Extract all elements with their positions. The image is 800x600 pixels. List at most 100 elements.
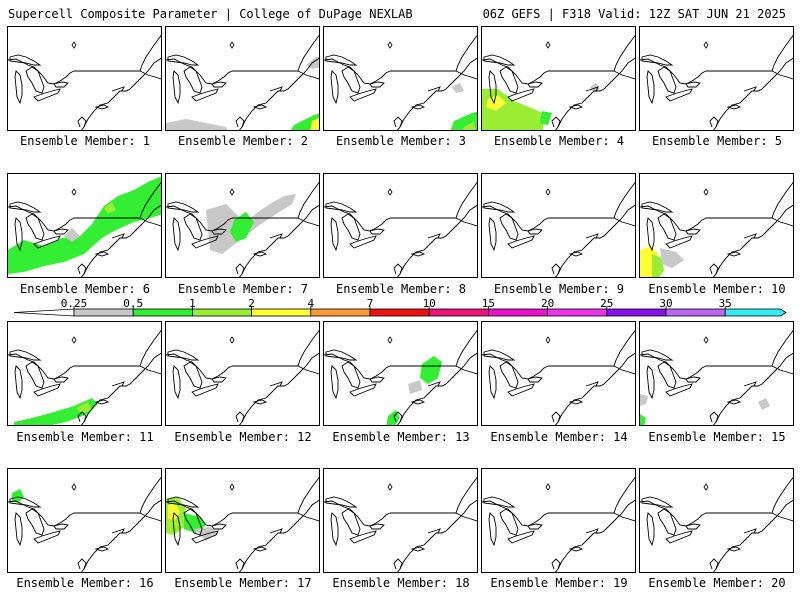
map-canvas xyxy=(166,329,319,425)
member-caption: Ensemble Member: 12 xyxy=(174,430,312,444)
coastline-border xyxy=(269,86,283,92)
coastline-border xyxy=(211,376,227,383)
coastline-border xyxy=(393,116,403,128)
map-panel-member-11 xyxy=(7,321,162,426)
coastline-border xyxy=(77,263,87,275)
coastline-border xyxy=(507,235,535,249)
coastline-border xyxy=(568,251,584,257)
coastline-border xyxy=(499,66,519,94)
diamond-marker-icon xyxy=(229,336,235,344)
diamond-marker-icon xyxy=(703,483,709,491)
coastline-border xyxy=(706,34,793,72)
coastline-border xyxy=(53,376,69,383)
coastline-border xyxy=(507,88,535,102)
coastline-border xyxy=(410,546,426,552)
coastline-border xyxy=(499,213,519,241)
coastline-border xyxy=(14,70,23,105)
coastline-border xyxy=(657,361,677,389)
scp-shaded-area xyxy=(452,83,464,93)
coastline-border xyxy=(139,365,161,375)
coastline-border xyxy=(390,34,477,72)
coastline-border xyxy=(483,54,516,66)
coastline-border xyxy=(9,349,42,361)
colorbar-segment xyxy=(251,308,312,317)
coastline-border xyxy=(139,217,161,227)
member-caption: Ensemble Member: 13 xyxy=(332,430,470,444)
colorbar-lower-tip xyxy=(13,308,75,317)
diamond-marker-icon xyxy=(229,483,235,491)
scp-shaded-area xyxy=(540,111,552,125)
coastline-border xyxy=(555,57,635,130)
coastline-border xyxy=(548,476,635,514)
coastline-border xyxy=(252,546,268,552)
coastline-border xyxy=(613,365,635,375)
scp-shaded-area xyxy=(640,414,646,425)
coastline-border xyxy=(709,411,719,423)
coastline-border xyxy=(665,235,693,249)
coastline-border xyxy=(232,181,319,219)
scp-shaded-area xyxy=(14,398,98,425)
coastline-border xyxy=(646,365,655,400)
coastline-border xyxy=(483,201,516,213)
member-caption: Ensemble Member: 20 xyxy=(648,576,786,590)
coastline-border xyxy=(568,399,584,405)
coastline-border xyxy=(613,217,635,227)
coastline-border xyxy=(646,512,655,547)
coastline-border xyxy=(235,263,245,275)
coastline-border xyxy=(410,251,426,257)
coastline-border xyxy=(771,512,793,522)
coastline-border xyxy=(488,365,497,400)
diamond-marker-icon xyxy=(387,483,393,491)
coastline-border xyxy=(167,54,200,66)
coastline-border xyxy=(297,70,319,80)
coastline-border xyxy=(726,399,742,405)
coastline-border xyxy=(706,329,793,367)
coastline-border xyxy=(25,213,45,241)
coastline-border xyxy=(709,263,719,275)
coastline-border xyxy=(330,365,339,400)
coastline-border xyxy=(297,365,319,375)
coastline-border xyxy=(211,81,227,88)
map-panel-member-7 xyxy=(165,173,320,278)
coastline-border xyxy=(713,499,793,572)
coastline-border xyxy=(455,365,477,375)
coastline-border xyxy=(349,88,377,102)
coastline-border xyxy=(77,116,87,128)
coastline-border xyxy=(548,329,635,367)
map-canvas xyxy=(324,476,477,572)
map-panel-member-8 xyxy=(323,173,478,278)
scp-shaded-area xyxy=(758,398,770,410)
coastline-border xyxy=(527,523,543,530)
colorbar-tick-label: 2 xyxy=(248,297,255,310)
coastline-border xyxy=(427,86,441,92)
coastline-border xyxy=(232,476,319,514)
map-canvas xyxy=(8,476,161,572)
coastline-border xyxy=(743,233,757,239)
coastline-border xyxy=(330,70,339,105)
scp-shaded-area xyxy=(486,95,506,111)
coastline-border xyxy=(657,508,677,536)
coastline-border xyxy=(232,329,319,367)
coastline-border xyxy=(74,181,161,219)
map-panel-member-17 xyxy=(165,468,320,573)
map-canvas xyxy=(166,181,319,277)
coastline-border xyxy=(641,349,674,361)
coastline-border xyxy=(74,329,161,367)
map-canvas xyxy=(324,34,477,130)
coastline-border xyxy=(77,411,87,423)
coastline-border xyxy=(139,512,161,522)
scp-shaded-area xyxy=(104,202,116,214)
coastline-border xyxy=(183,66,203,94)
coastline-border xyxy=(548,181,635,219)
coastline-border xyxy=(53,228,69,235)
coastline-border xyxy=(455,512,477,522)
map-panel-member-18 xyxy=(323,468,478,573)
map-canvas xyxy=(640,476,793,572)
coastline-border xyxy=(53,523,69,530)
coastline-border xyxy=(641,201,674,213)
coastline-border xyxy=(685,228,701,235)
coastline-border xyxy=(349,235,377,249)
coastline-border xyxy=(393,411,403,423)
coastline-border xyxy=(239,352,319,425)
coastline-border xyxy=(568,546,584,552)
